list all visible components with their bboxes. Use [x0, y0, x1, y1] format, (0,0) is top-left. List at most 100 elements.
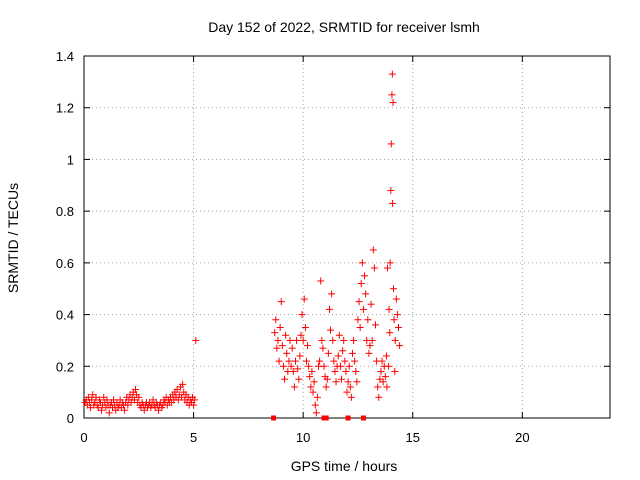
- data-point: [348, 349, 356, 357]
- data-point: [377, 367, 385, 375]
- data-point: [324, 349, 332, 357]
- data-point: [362, 290, 370, 298]
- data-point: [336, 362, 344, 370]
- data-point: [297, 331, 305, 339]
- data-point: [291, 357, 299, 365]
- data-point: [103, 396, 111, 404]
- data-point: [335, 331, 343, 339]
- data-point: [272, 316, 280, 324]
- data-point: [352, 367, 360, 375]
- data-point: [305, 362, 313, 370]
- y-tick-label: 1.2: [56, 101, 74, 116]
- x-tick-label: 0: [80, 430, 87, 445]
- data-point: [379, 378, 387, 386]
- data-point: [295, 375, 303, 383]
- data-point: [371, 321, 379, 329]
- data-point: [367, 300, 375, 308]
- data-point: [345, 362, 353, 370]
- data-point: [282, 331, 290, 339]
- data-point: [389, 199, 397, 207]
- data-point: [98, 406, 106, 414]
- data-point: [313, 393, 321, 401]
- data-point: [364, 316, 372, 324]
- data-point: [386, 329, 394, 337]
- x-tick-label: 10: [296, 430, 310, 445]
- data-point: [287, 362, 295, 370]
- data-points: [81, 70, 404, 421]
- data-point: [347, 393, 355, 401]
- data-point: [325, 305, 333, 313]
- data-point: [278, 342, 286, 350]
- x-tick-label: 15: [406, 430, 420, 445]
- data-point: [355, 298, 363, 306]
- axis-ticks: 0 5 10 15 20 0 0.2 0.4 0.6 0.8 1 1.2 1.4: [56, 49, 610, 445]
- chart-title: Day 152 of 2022, SRMTID for receiver lsm…: [208, 19, 480, 35]
- data-point: [327, 326, 335, 334]
- data-point: [296, 352, 304, 360]
- data-point: [105, 409, 113, 417]
- data-point: [271, 329, 279, 337]
- data-point: [386, 259, 394, 267]
- data-point: [316, 357, 324, 365]
- data-point: [121, 406, 129, 414]
- data-point: [273, 344, 281, 352]
- data-point: [393, 311, 401, 319]
- data-point: [289, 367, 297, 375]
- data-point: [274, 336, 282, 344]
- data-point: [342, 367, 350, 375]
- data-point: [281, 375, 289, 383]
- data-point: [302, 357, 310, 365]
- y-tick-label: 0.2: [56, 359, 74, 374]
- data-point: [385, 305, 393, 313]
- baseline-marker: [323, 415, 329, 421]
- data-point: [192, 336, 200, 344]
- data-point: [341, 357, 349, 365]
- data-point: [331, 367, 339, 375]
- data-point: [389, 99, 397, 107]
- data-point: [384, 264, 392, 272]
- data-point: [322, 383, 330, 391]
- data-point: [383, 383, 391, 391]
- y-tick-label: 0: [67, 411, 74, 426]
- data-point: [190, 401, 198, 409]
- y-tick-label: 0.4: [56, 308, 74, 323]
- grid-lines: [84, 56, 610, 418]
- data-point: [391, 367, 399, 375]
- x-tick-label: 5: [190, 430, 197, 445]
- data-point: [354, 316, 362, 324]
- data-point: [300, 295, 308, 303]
- data-point: [286, 336, 294, 344]
- data-point: [396, 342, 404, 350]
- data-point: [301, 324, 309, 331]
- plot-area-frame: [83, 55, 611, 419]
- data-point: [179, 380, 187, 388]
- data-point: [308, 367, 316, 375]
- data-point: [387, 186, 395, 194]
- data-point: [306, 373, 314, 381]
- data-point: [275, 357, 283, 365]
- data-point: [389, 285, 397, 293]
- data-point: [385, 362, 393, 370]
- data-point: [283, 349, 291, 357]
- data-point: [388, 70, 396, 78]
- data-point: [346, 383, 354, 391]
- data-point: [350, 336, 358, 344]
- data-point: [391, 336, 399, 344]
- data-point: [277, 298, 285, 306]
- data-point: [191, 396, 199, 404]
- data-point: [351, 357, 359, 365]
- data-point: [374, 383, 382, 391]
- data-point: [334, 352, 342, 360]
- data-point: [293, 336, 301, 344]
- x-axis-label: GPS time / hours: [291, 458, 398, 474]
- data-point: [298, 311, 306, 319]
- y-tick-label: 1.4: [56, 49, 74, 64]
- data-point: [359, 305, 367, 313]
- data-point: [307, 383, 315, 391]
- data-point: [339, 347, 347, 355]
- data-point: [392, 295, 400, 303]
- data-point: [361, 272, 369, 280]
- data-point: [318, 336, 326, 344]
- baseline-marker: [360, 415, 366, 421]
